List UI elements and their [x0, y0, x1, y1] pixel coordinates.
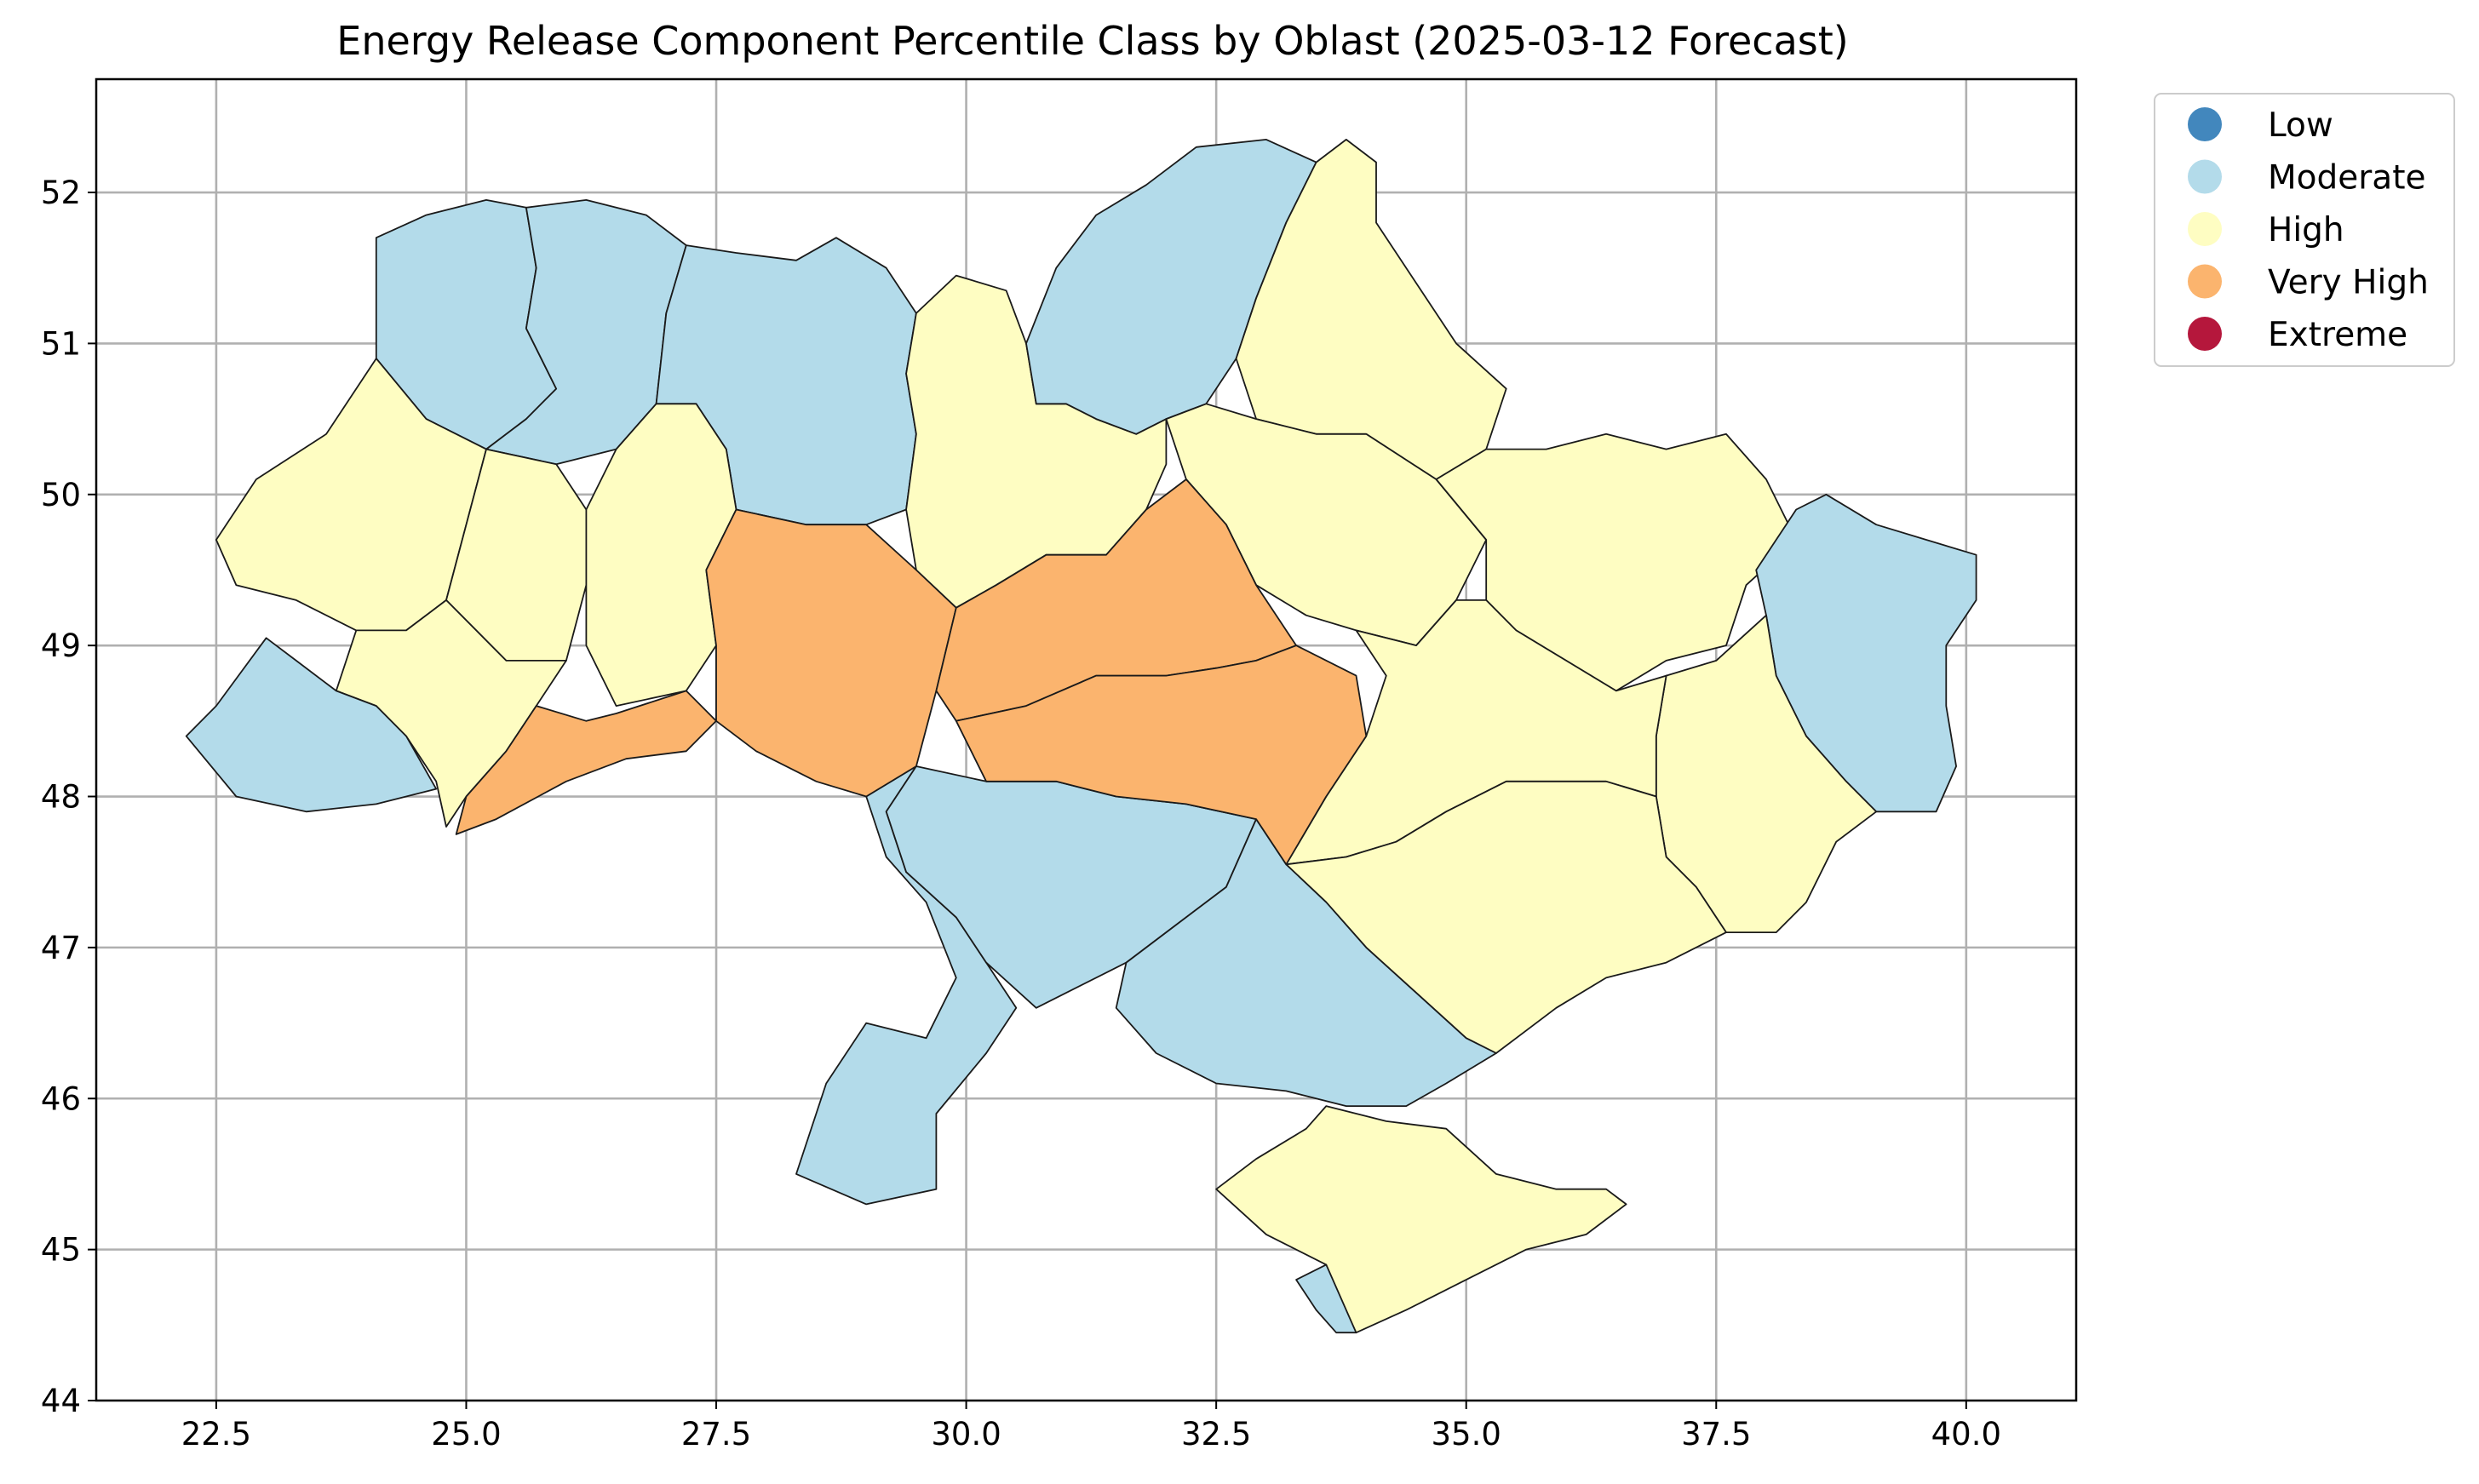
oblast-region: [485, 198, 687, 466]
legend-marker: [2188, 107, 2222, 141]
oblast-region: [1295, 1263, 1357, 1334]
legend-box: [2154, 93, 2455, 367]
y-tick-label: 50: [41, 477, 81, 513]
x-tick-label: 30.0: [931, 1416, 1001, 1452]
legend-marker: [2188, 264, 2222, 299]
legend-label: Extreme: [2268, 316, 2407, 354]
y-tick-label: 51: [41, 325, 81, 362]
oblast-region: [955, 645, 1368, 866]
oblast-region: [705, 508, 957, 798]
y-tick-label: 45: [41, 1232, 81, 1269]
oblast-regions: [185, 138, 1977, 1334]
legend-marker: [2188, 317, 2222, 351]
y-tick-label: 44: [41, 1383, 81, 1419]
oblast-region: [1115, 818, 1497, 1107]
x-axis-ticks: 22.5 25.0 27.5 30.0 32.5 35.0 37.5 40.0: [181, 1401, 2001, 1452]
x-tick-label: 37.5: [1681, 1416, 1751, 1452]
oblast-region: [185, 637, 438, 813]
chart-title: Energy Release Component Percentile Clas…: [336, 18, 1848, 64]
y-tick-label: 48: [41, 779, 81, 816]
oblast-region: [1215, 1105, 1627, 1334]
plot-frame: [95, 77, 2078, 1402]
x-tick-label: 35.0: [1432, 1416, 1501, 1452]
y-tick-label: 52: [41, 175, 81, 211]
y-tick-label: 46: [41, 1080, 81, 1117]
legend-label: High: [2268, 211, 2344, 249]
y-tick-label: 47: [41, 930, 81, 966]
legend-marker: [2188, 212, 2222, 246]
legend-marker: [2188, 159, 2222, 194]
y-tick-label: 49: [41, 627, 81, 664]
legend-label: Moderate: [2268, 159, 2425, 198]
oblast-region: [455, 690, 717, 835]
x-tick-label: 27.5: [681, 1416, 751, 1452]
x-tick-label: 25.0: [431, 1416, 501, 1452]
y-axis-ticks: 44 45 46 47 48 49 50 51 52: [41, 175, 96, 1419]
x-tick-label: 40.0: [1931, 1416, 2001, 1452]
legend-label: Low: [2268, 106, 2333, 145]
legend: Low Moderate High Very High Extreme: [2154, 93, 2455, 367]
x-tick-label: 22.5: [181, 1416, 251, 1452]
x-tick-label: 32.5: [1181, 1416, 1251, 1452]
legend-label: Very High: [2268, 264, 2429, 302]
